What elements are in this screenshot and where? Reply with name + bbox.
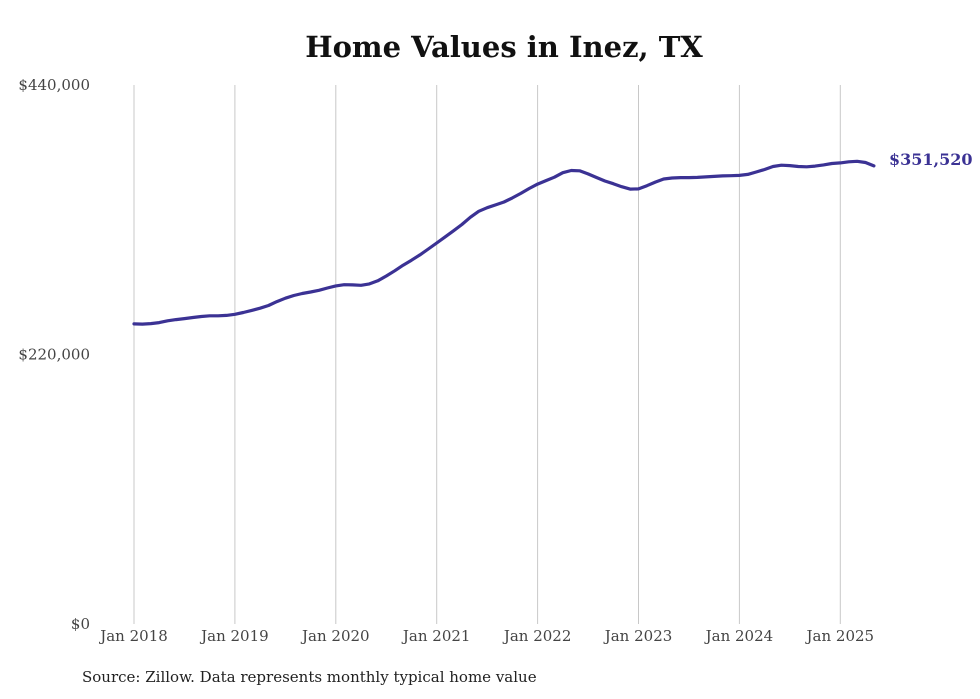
y-tick-label: $220,000 xyxy=(18,346,90,364)
x-tick-label: Jan 2024 xyxy=(704,627,774,645)
x-tick-label: Jan 2020 xyxy=(300,627,370,645)
chart-title: Home Values in Inez, TX xyxy=(305,30,703,64)
x-tick-label: Jan 2019 xyxy=(199,627,269,645)
y-axis-ticks: $0 $220,000 $440,000 xyxy=(18,76,90,633)
x-tick-label: Jan 2021 xyxy=(401,627,471,645)
x-tick-label: Jan 2023 xyxy=(603,627,673,645)
x-tick-label: Jan 2022 xyxy=(502,627,572,645)
end-value-label: $351,520 xyxy=(889,150,973,169)
gridlines xyxy=(133,85,841,624)
series-line-home-value xyxy=(132,159,876,326)
x-tick-label: Jan 2018 xyxy=(98,627,168,645)
y-tick-label: $440,000 xyxy=(18,76,90,94)
x-tick-label: Jan 2025 xyxy=(805,627,875,645)
y-tick-label: $0 xyxy=(71,615,90,633)
x-axis-ticks: Jan 2018 Jan 2019 Jan 2020 Jan 2021 Jan 2022… xyxy=(98,627,874,645)
chart-source-note: Source: Zillow. Data represents monthly … xyxy=(82,668,537,686)
